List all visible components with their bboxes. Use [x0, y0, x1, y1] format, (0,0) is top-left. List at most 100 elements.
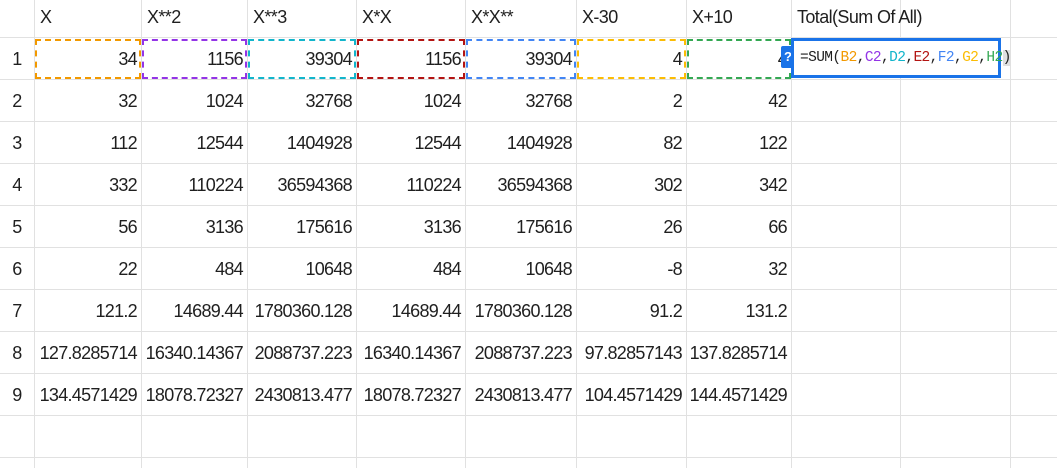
- table-cell[interactable]: 1156: [207, 49, 244, 69]
- formula-reference: F2: [937, 50, 955, 66]
- table-cell[interactable]: 121.2: [95, 301, 137, 321]
- row-number[interactable]: 9: [12, 385, 22, 405]
- row-number[interactable]: 3: [12, 133, 22, 153]
- table-cell[interactable]: 302: [654, 175, 683, 195]
- table-cell[interactable]: 175616: [516, 217, 573, 237]
- table-cell[interactable]: 82: [663, 133, 682, 153]
- table-cell[interactable]: 42: [768, 91, 787, 111]
- table-cell[interactable]: 175616: [296, 217, 353, 237]
- table-cell[interactable]: 2088737.223: [474, 343, 573, 363]
- table-cell[interactable]: 12544: [414, 133, 461, 153]
- gridline-vertical: [356, 0, 357, 468]
- gridline-horizontal: [0, 373, 1057, 374]
- table-cell[interactable]: 10648: [525, 259, 572, 279]
- table-cell[interactable]: 3136: [423, 217, 462, 237]
- table-cell[interactable]: 4: [672, 49, 683, 69]
- table-cell[interactable]: 32768: [525, 91, 572, 111]
- table-cell[interactable]: 144.4571429: [689, 385, 788, 405]
- table-cell[interactable]: 66: [768, 217, 787, 237]
- formula-reference: H2: [986, 50, 1003, 66]
- row-number[interactable]: 2: [12, 91, 22, 111]
- table-cell[interactable]: 110224: [188, 175, 243, 195]
- table-cell[interactable]: 39304: [525, 49, 572, 69]
- table-cell[interactable]: 127.8285714: [39, 343, 138, 363]
- table-cell[interactable]: 1780360.128: [474, 301, 573, 321]
- table-cell[interactable]: 34: [118, 49, 137, 69]
- gridline-horizontal: [0, 37, 1057, 38]
- gridline-horizontal: [0, 457, 1057, 458]
- table-cell[interactable]: 2: [672, 91, 683, 111]
- formula-input[interactable]: =SUM(B2,C2,D2,E2,F2,G2,H2): [800, 41, 1011, 75]
- table-cell[interactable]: 110224: [406, 175, 461, 195]
- table-cell[interactable]: 39304: [305, 49, 352, 69]
- table-cell[interactable]: 1780360.128: [254, 301, 353, 321]
- table-cell[interactable]: 18078.72327: [145, 385, 244, 405]
- table-cell[interactable]: -8: [667, 259, 682, 279]
- gridline-horizontal: [0, 331, 1057, 332]
- table-cell[interactable]: 484: [215, 259, 244, 279]
- table-cell[interactable]: 32: [768, 259, 787, 279]
- table-cell[interactable]: 3136: [205, 217, 244, 237]
- formula-separator: ,: [953, 50, 963, 66]
- table-cell[interactable]: 2430813.477: [254, 385, 353, 405]
- column-header[interactable]: X+10: [692, 7, 733, 27]
- formula-separator: ,: [905, 50, 914, 66]
- column-header[interactable]: X*X**: [471, 7, 514, 27]
- table-cell[interactable]: 1404928: [506, 133, 573, 153]
- column-header[interactable]: Total(Sum Of All): [797, 7, 922, 27]
- table-cell[interactable]: 2088737.223: [254, 343, 353, 363]
- table-cell[interactable]: 1024: [205, 91, 244, 111]
- row-number[interactable]: 1: [12, 49, 22, 69]
- table-cell[interactable]: 97.82857143: [584, 343, 683, 363]
- column-header[interactable]: X: [40, 7, 52, 27]
- row-number[interactable]: 6: [12, 259, 22, 279]
- row-number[interactable]: 7: [12, 301, 22, 321]
- table-cell[interactable]: 10648: [305, 259, 352, 279]
- table-cell[interactable]: 32: [118, 91, 137, 111]
- active-cell-editor[interactable]: =SUM(B2,C2,D2,E2,F2,G2,H2): [791, 38, 1011, 78]
- table-cell[interactable]: 131.2: [745, 301, 787, 321]
- column-header[interactable]: X-30: [582, 7, 618, 27]
- gridline-vertical: [1010, 0, 1011, 468]
- table-cell[interactable]: 22: [118, 259, 137, 279]
- row-number[interactable]: 4: [12, 175, 22, 195]
- table-cell[interactable]: 36594368: [277, 175, 353, 195]
- table-cell[interactable]: 342: [759, 175, 788, 195]
- gridline-horizontal: [0, 205, 1057, 206]
- table-cell[interactable]: 4: [686, 38, 791, 80]
- gridline-horizontal: [0, 415, 1057, 416]
- table-cell[interactable]: 122: [759, 133, 788, 153]
- formula-reference: B2: [840, 50, 858, 66]
- column-header[interactable]: X**2: [147, 7, 181, 27]
- row-number[interactable]: 8: [12, 343, 22, 363]
- table-cell[interactable]: 112: [110, 133, 137, 153]
- table-cell[interactable]: 484: [433, 259, 462, 279]
- table-cell[interactable]: 134.4571429: [39, 385, 138, 405]
- table-cell[interactable]: 1404928: [286, 133, 353, 153]
- table-cell[interactable]: 1156: [425, 49, 462, 69]
- table-cell[interactable]: 18078.72327: [363, 385, 462, 405]
- table-cell[interactable]: 32768: [305, 91, 352, 111]
- table-cell[interactable]: 14689.44: [391, 301, 462, 321]
- formula-reference: E2: [913, 50, 930, 66]
- gridline-vertical: [465, 0, 466, 468]
- table-cell[interactable]: 16340.14367: [145, 343, 244, 363]
- column-header[interactable]: X**3: [253, 7, 287, 27]
- table-cell[interactable]: 14689.44: [173, 301, 244, 321]
- table-cell[interactable]: 26: [663, 217, 682, 237]
- row-number[interactable]: 5: [12, 217, 22, 237]
- table-cell[interactable]: 332: [109, 175, 138, 195]
- column-header[interactable]: X*X: [362, 7, 392, 27]
- gridline-vertical: [576, 0, 577, 468]
- table-cell[interactable]: 56: [118, 217, 137, 237]
- table-cell[interactable]: 16340.14367: [363, 343, 462, 363]
- table-cell[interactable]: 137.8285714: [689, 343, 788, 363]
- table-cell[interactable]: 2430813.477: [474, 385, 573, 405]
- table-cell[interactable]: 36594368: [497, 175, 573, 195]
- gridline-vertical: [791, 0, 792, 468]
- table-cell[interactable]: 12544: [196, 133, 243, 153]
- table-cell[interactable]: 104.4571429: [584, 385, 683, 405]
- table-cell[interactable]: 1024: [423, 91, 462, 111]
- table-cell[interactable]: 91.2: [649, 301, 683, 321]
